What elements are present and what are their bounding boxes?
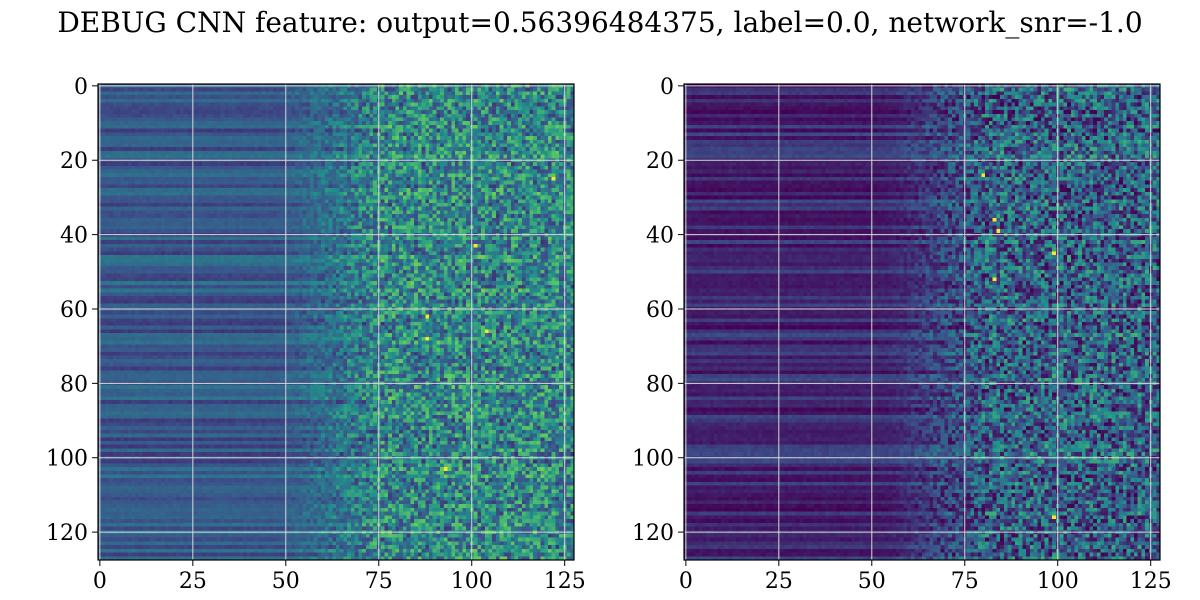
y-tick-label: 80 <box>60 372 88 397</box>
heatmap-panel-left: 0 25 50 75 100 125 0 20 40 60 80 100 120 <box>46 75 586 594</box>
x-tick-label: 50 <box>858 569 886 594</box>
x-tick-label: 0 <box>679 569 693 594</box>
y-tick-label: 100 <box>632 447 674 472</box>
x-tick-label: 100 <box>1037 569 1079 594</box>
heatmap-panel-right: 0 25 50 75 100 125 0 20 40 60 80 100 120 <box>632 75 1172 594</box>
y-tick-label: 120 <box>46 521 88 546</box>
y-tick-label: 80 <box>646 372 674 397</box>
y-tick-label: 0 <box>74 75 88 100</box>
heatmap-cells <box>98 84 574 560</box>
y-tick-label: 60 <box>646 298 674 323</box>
y-tick-label: 120 <box>632 521 674 546</box>
x-tick-label: 125 <box>544 569 586 594</box>
x-tick-label: 0 <box>93 569 107 594</box>
y-tick-label: 40 <box>646 224 674 249</box>
x-tick-label: 75 <box>951 569 979 594</box>
x-tick-label: 100 <box>451 569 493 594</box>
y-tick-label: 60 <box>60 298 88 323</box>
x-tick-label: 125 <box>1130 569 1172 594</box>
y-tick-label: 100 <box>46 447 88 472</box>
y-tick-label: 20 <box>646 149 674 174</box>
x-tick-label: 75 <box>365 569 393 594</box>
x-tick-label: 25 <box>179 569 207 594</box>
y-tick-label: 0 <box>660 75 674 100</box>
y-tick-label: 40 <box>60 224 88 249</box>
heatmap-cells <box>684 84 1160 560</box>
x-tick-label: 50 <box>272 569 300 594</box>
x-tick-label: 25 <box>765 569 793 594</box>
y-tick-label: 20 <box>60 149 88 174</box>
